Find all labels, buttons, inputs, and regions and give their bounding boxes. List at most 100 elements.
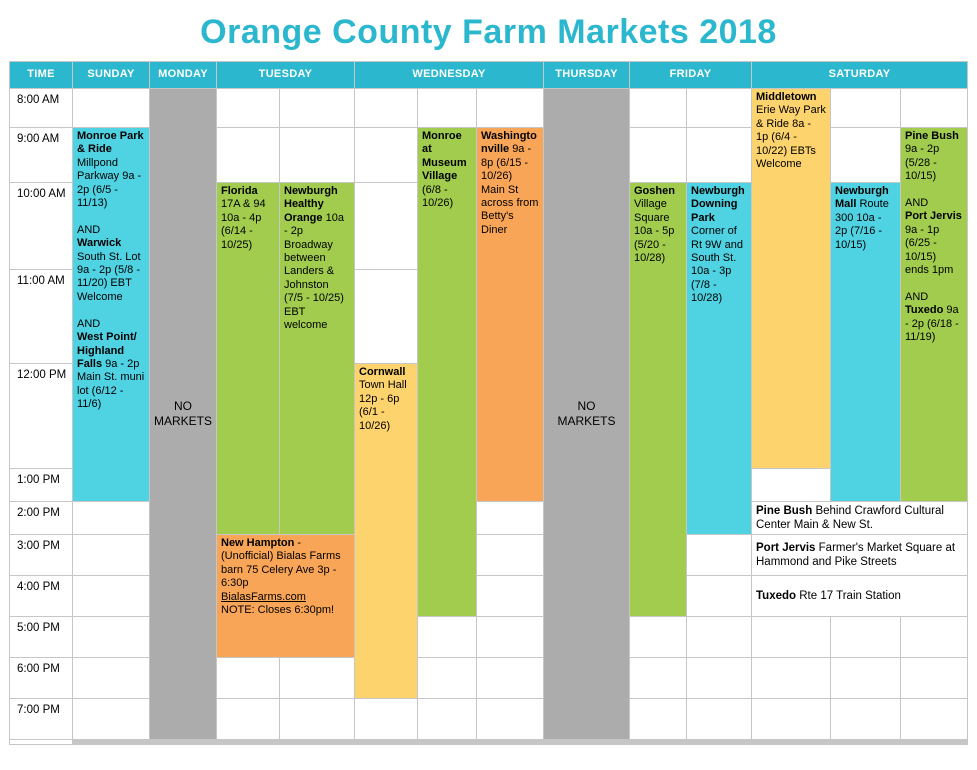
empty-cell [477,658,543,698]
event-middletown: Middletown Erie Way Park & Ride 8a - 1p … [752,89,830,468]
market-details: - (Unofficial) Bialas Farms barn 75 Cele… [221,537,341,590]
market-details: Millpond Parkway 9a - 2p (6/5 - 11/13) [77,156,142,210]
empty-cell [477,617,543,657]
market-details: (6/8 - 10/26) [422,183,454,210]
market-name: Port Jervis [905,210,962,223]
event-sunday-markets: Monroe Park & Ride Millpond Parkway 9a -… [73,128,149,501]
empty-cell [280,658,354,698]
empty-cell [73,617,149,657]
time-label: 10:00 AM [10,183,72,269]
market-details: 9a - 2p Main St. muni lot (6/12 - 11/6) [77,357,145,411]
empty-cell [752,658,830,698]
note-pine-bush: Pine Bush Behind Crawford Cultural Cente… [752,502,967,534]
time-label: 12:00 PM [10,364,72,468]
empty-cell [901,89,967,127]
empty-cell [73,535,149,575]
schedule-grid: TIME SUNDAY MONDAY TUESDAY WEDNESDAY THU… [9,61,968,745]
header-thursday: THURSDAY [544,62,629,88]
market-name: Tuxedo [756,589,797,602]
thursday-no-markets: NO MARKETS [544,89,629,739]
market-name: Monroe at Museum Village [422,130,467,183]
time-label: 2:00 PM [10,502,72,534]
bialas-farms-link[interactable]: BialasFarms.com [221,590,306,603]
market-name: Washingtonville [481,130,537,156]
empty-cell [687,535,751,575]
market-name: Cornwall [359,366,406,378]
market-name: Florida [221,185,258,197]
empty-cell [752,617,830,657]
market-details: 17A & 94 10a - 4p (6/14 - 10/25) [221,198,266,251]
event-washingtonville: Washingtonville 9a - 8p (6/15 - 10/26) M… [477,128,543,501]
empty-cell [217,89,279,127]
time-label: 8:00 AM [10,89,72,127]
empty-cell [630,658,686,698]
header-monday: MONDAY [150,62,216,88]
empty-cell [355,183,417,269]
empty-cell [217,128,279,182]
empty-cell [73,89,149,127]
empty-cell [687,89,751,127]
time-label: 4:00 PM [10,576,72,616]
empty-cell [73,576,149,616]
event-new-hampton: New Hampton - (Unofficial) Bialas Farms … [217,535,354,657]
empty-cell [687,699,751,739]
empty-cell [418,89,476,127]
event-monroe-museum-village: Monroe at Museum Village (6/8 - 10/26) [418,128,476,616]
market-name: Goshen [634,185,675,197]
empty-cell [901,658,967,698]
note-text: Port Jervis Farmer's Market Square at Ha… [756,541,963,569]
empty-cell [418,658,476,698]
empty-cell [687,658,751,698]
time-label: 11:00 AM [10,270,72,363]
market-name: Newburgh Healthy Orange [284,185,338,224]
market-details: Corner of Rt 9W and South St. 10a - 3p (… [691,225,743,305]
empty-cell [477,576,543,616]
market-details: 9a - 2p (5/28 - 10/15) [905,143,940,183]
time-label: 3:00 PM [10,535,72,575]
empty-cell [687,617,751,657]
empty-cell [355,699,417,739]
header-sunday: SUNDAY [73,62,149,88]
market-name: West Point/ Highland Falls [77,331,137,370]
note-port-jervis: Port Jervis Farmer's Market Square at Ha… [752,535,967,575]
empty-cell [355,270,417,363]
empty-cell [630,128,686,182]
market-details: South St. Lot 9a - 2p (5/8 - 11/20) EBT … [77,250,141,303]
empty-cell [10,740,72,744]
empty-cell [901,617,967,657]
empty-cell [355,128,417,182]
time-label: 9:00 AM [10,128,72,182]
header-saturday: SATURDAY [752,62,967,88]
time-label: 7:00 PM [10,699,72,739]
empty-cell [630,617,686,657]
market-details: Village Square 10a - 5p (5/20 - 10/28) [634,198,675,265]
market-name: Port Jervis [756,541,816,554]
header-friday: FRIDAY [630,62,751,88]
empty-cell [477,699,543,739]
time-label: 6:00 PM [10,658,72,698]
event-pine-bush-port-jervis-tuxedo: Pine Bush 9a - 2p (5/28 - 10/15) AND Por… [901,128,967,501]
time-label: 1:00 PM [10,469,72,501]
empty-cell [477,535,543,575]
empty-cell [418,699,476,739]
market-name: Newburgh Downing Park [691,185,745,224]
empty-cell [280,128,354,182]
market-details: Erie Way Park & Ride 8a - 1p (6/4 - 10/2… [756,104,826,171]
empty-cell [355,89,417,127]
empty-cell [687,576,751,616]
market-name: Pine Bush [756,504,813,517]
empty-cell [280,699,354,739]
header-time: TIME [10,62,72,88]
header-wednesday: WEDNESDAY [355,62,543,88]
empty-cell [477,89,543,127]
empty-cell [630,89,686,127]
note-tuxedo: Tuxedo Rte 17 Train Station [752,576,967,616]
time-label: 5:00 PM [10,617,72,657]
market-name: Monroe Park & Ride [77,130,144,156]
event-newburgh-healthy-orange: Newburgh Healthy Orange 10a - 2p Broadwa… [280,183,354,534]
empty-cell [901,699,967,739]
market-details: 9a - 2p (6/18 - 11/19) [905,304,959,344]
empty-cell [217,699,279,739]
and-label: AND [905,197,929,210]
market-name: Middletown [756,91,817,103]
